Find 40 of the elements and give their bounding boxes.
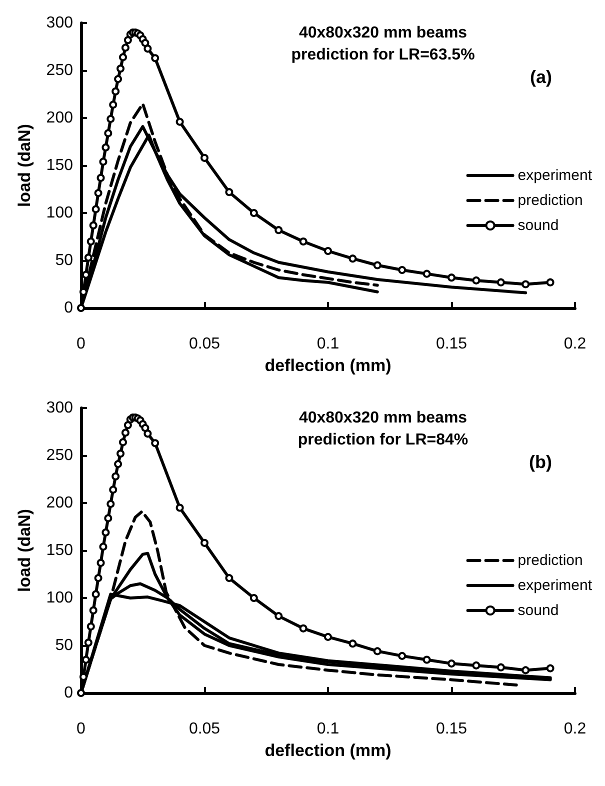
y-tick-label: 300 — [46, 14, 74, 32]
legend-label: experiment — [518, 577, 593, 594]
annotation: (a) — [530, 67, 552, 87]
x-tick-label: 0.05 — [188, 720, 220, 738]
annotation: (b) — [529, 452, 552, 472]
y-tick-label: 50 — [55, 252, 74, 269]
x-tick-label: 0.15 — [436, 336, 468, 352]
chart-title: 40x80x320 mm beams — [298, 24, 468, 42]
y-tick-label: 150 — [46, 157, 74, 174]
chart-title: 40x80x320 mm beams — [298, 410, 468, 426]
y-tick-label: 200 — [46, 494, 74, 512]
y-tick-label: 0 — [64, 684, 74, 702]
y-tick-label: 300 — [46, 400, 74, 416]
legend-label: experiment — [518, 167, 593, 184]
legend-label: sound — [518, 217, 559, 234]
legend-label: sound — [518, 602, 559, 619]
y-tick-label: 200 — [46, 110, 74, 126]
x-tick-label: 0.2 — [564, 336, 586, 352]
x-tick-label: 0.1 — [316, 720, 340, 738]
x-axis-title: deflection (mm) — [264, 740, 392, 760]
y-tick-label: 0 — [64, 300, 74, 316]
legend-label: prediction — [518, 192, 583, 209]
y-tick-label: 150 — [46, 542, 74, 559]
y-tick-label: 100 — [46, 204, 74, 222]
x-tick-label: 0.1 — [316, 336, 340, 352]
x-tick-label: 0 — [76, 336, 86, 352]
x-tick-label: 0.05 — [188, 336, 220, 352]
y-axis-title: load (daN) — [15, 508, 34, 592]
x-tick-label: 0 — [76, 720, 86, 738]
y-tick-label: 250 — [46, 447, 74, 464]
x-tick-label: 0.2 — [564, 720, 586, 738]
x-axis-title: deflection (mm) — [264, 356, 392, 375]
y-tick-label: 100 — [46, 590, 74, 606]
legend-label: prediction — [518, 552, 583, 569]
y-tick-label: 250 — [46, 62, 74, 79]
x-tick-label: 0.15 — [436, 720, 468, 738]
text: prediction for LR=63.5% — [291, 46, 475, 64]
y-axis-title: load (daN) — [15, 124, 34, 208]
text: prediction for LR=84% — [298, 432, 468, 448]
y-tick-label: 50 — [55, 637, 74, 654]
